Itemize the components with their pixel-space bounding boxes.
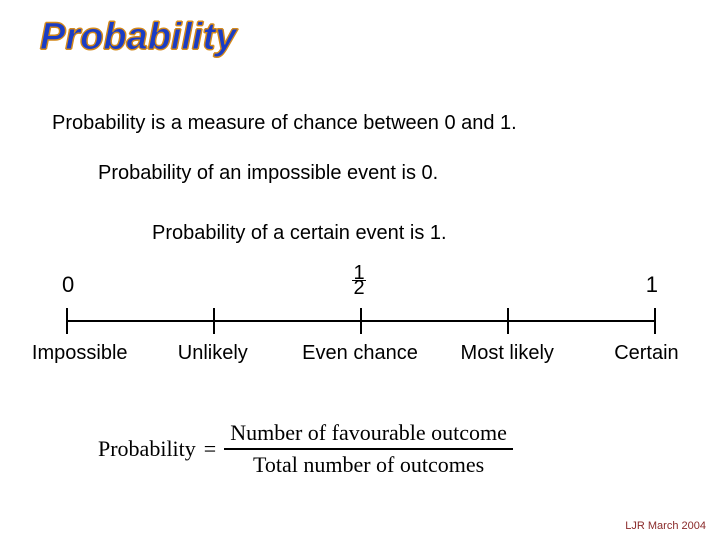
intro-line-2: Probability of an impossible event is 0. <box>98 162 438 185</box>
scale-label-zero: 0 <box>62 272 74 298</box>
intro-line-1: Probability is a measure of chance betwe… <box>52 112 517 135</box>
scale-label-impossible: Impossible <box>32 342 128 365</box>
scale-axis <box>52 308 668 336</box>
scale-label-mostlikely: Most likely <box>461 342 554 365</box>
scale-label-certain: Certain <box>614 342 678 365</box>
half-denominator: 2 <box>352 281 366 295</box>
scale-label-half: 1 2 <box>352 266 366 295</box>
formula-numerator: Number of favourable outcome <box>224 420 513 450</box>
scale-label-one: 1 <box>646 272 658 298</box>
formula-fraction: Number of favourable outcome Total numbe… <box>224 420 513 479</box>
formula-equals: = <box>204 436 216 462</box>
scale-bottom-labels: Impossible Unlikely Even chance Most lik… <box>52 342 668 370</box>
scale-label-even: Even chance <box>302 342 418 365</box>
scale-label-unlikely: Unlikely <box>178 342 248 365</box>
scale-tick <box>654 308 656 334</box>
scale-tick <box>507 308 509 334</box>
formula-denominator: Total number of outcomes <box>224 450 513 478</box>
scale-tick <box>66 308 68 334</box>
scale-tick <box>213 308 215 334</box>
probability-scale: 0 1 2 1 Impossible Unlikely Even chance … <box>52 272 668 370</box>
footer-credit: LJR March 2004 <box>625 520 706 532</box>
formula-lhs: Probability <box>98 436 196 462</box>
intro-line-3: Probability of a certain event is 1. <box>152 222 447 245</box>
page-title: Probability <box>40 16 236 59</box>
scale-top-labels: 0 1 2 1 <box>52 272 668 306</box>
probability-formula: Probability = Number of favourable outco… <box>98 420 513 479</box>
scale-tick <box>360 308 362 334</box>
